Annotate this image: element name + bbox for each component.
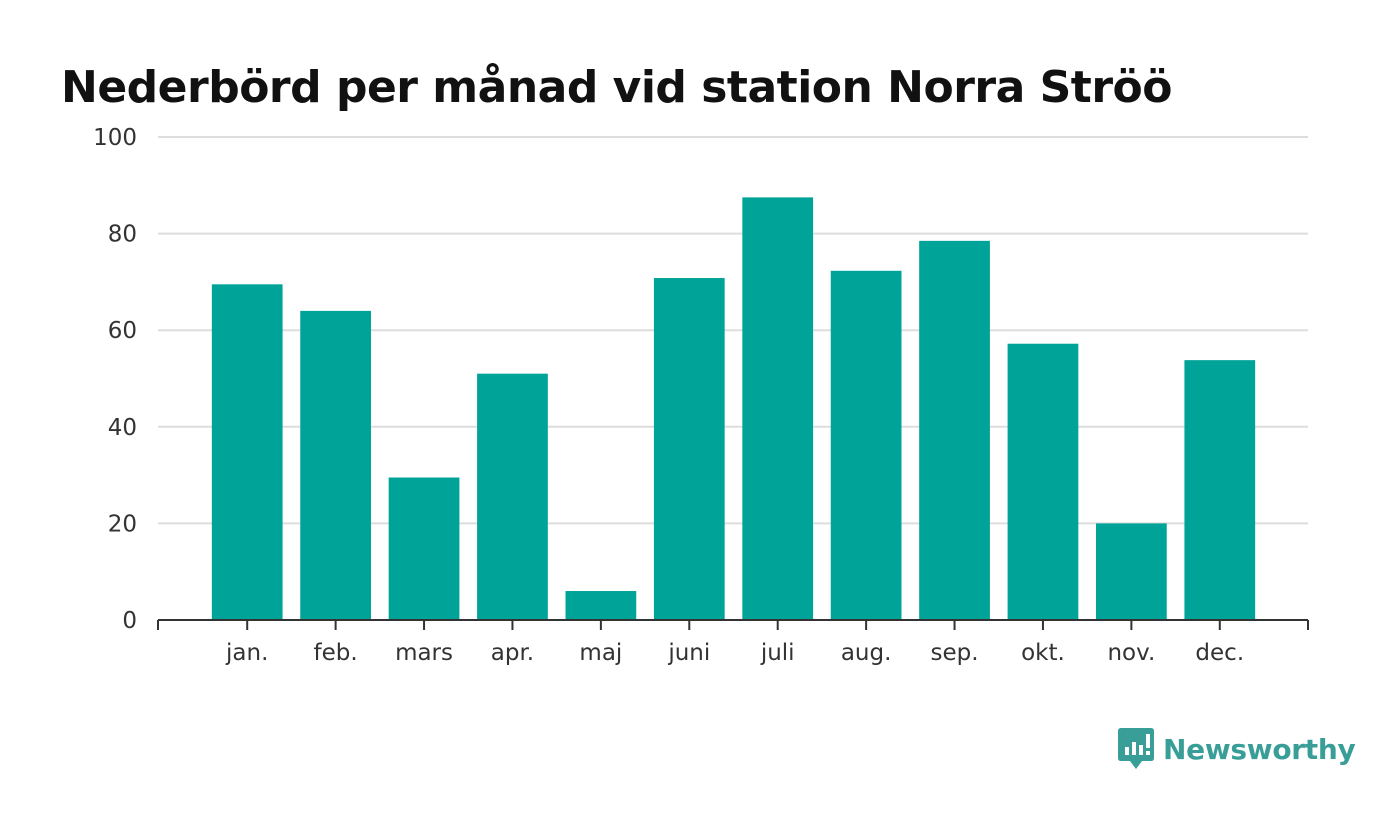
x-tick-label: mars bbox=[395, 640, 453, 666]
bar bbox=[388, 477, 460, 620]
x-tick-label: apr. bbox=[491, 640, 534, 666]
bar bbox=[211, 284, 283, 620]
bar bbox=[1007, 343, 1079, 620]
bar bbox=[300, 310, 371, 620]
x-tick-label: aug. bbox=[841, 640, 892, 666]
bar bbox=[477, 373, 548, 620]
newsworthy-logo: Newsworthy bbox=[1117, 727, 1356, 771]
bars bbox=[211, 197, 1256, 620]
y-tick-label: 80 bbox=[108, 222, 137, 248]
bar bbox=[1096, 523, 1167, 620]
y-tick-label: 40 bbox=[108, 415, 137, 441]
bar bbox=[653, 278, 725, 620]
y-axis-ticks: 0 20 40 60 80 100 bbox=[93, 125, 137, 634]
x-tick-label: okt. bbox=[1021, 640, 1065, 666]
x-axis-ticks: jan. feb. mars apr. maj juni juli aug. sep. okt. n… bbox=[225, 640, 1244, 666]
x-tick-label: juli bbox=[760, 640, 795, 666]
y-tick-label: 100 bbox=[93, 125, 137, 151]
x-tick-label: maj bbox=[579, 640, 622, 666]
x-tick-label: feb. bbox=[314, 640, 358, 666]
bar bbox=[565, 591, 637, 620]
bar bbox=[919, 240, 990, 620]
x-tick-label: juni bbox=[667, 640, 710, 666]
x-tick-label: nov. bbox=[1107, 640, 1155, 666]
bar bbox=[1184, 360, 1256, 620]
bar bbox=[742, 197, 814, 620]
y-tick-label: 0 bbox=[122, 608, 137, 634]
chart-title: Nederbörd per månad vid station Norra St… bbox=[61, 62, 1172, 113]
y-tick-label: 60 bbox=[108, 318, 137, 344]
y-tick-label: 20 bbox=[108, 511, 137, 537]
x-axis bbox=[157, 619, 1309, 630]
newsworthy-logo-icon bbox=[1118, 728, 1154, 769]
x-tick-label: sep. bbox=[931, 640, 979, 666]
brand-name: Newsworthy bbox=[1163, 732, 1356, 766]
x-tick-label: jan. bbox=[225, 640, 268, 666]
bar bbox=[830, 270, 902, 620]
x-tick-label: dec. bbox=[1195, 640, 1244, 666]
